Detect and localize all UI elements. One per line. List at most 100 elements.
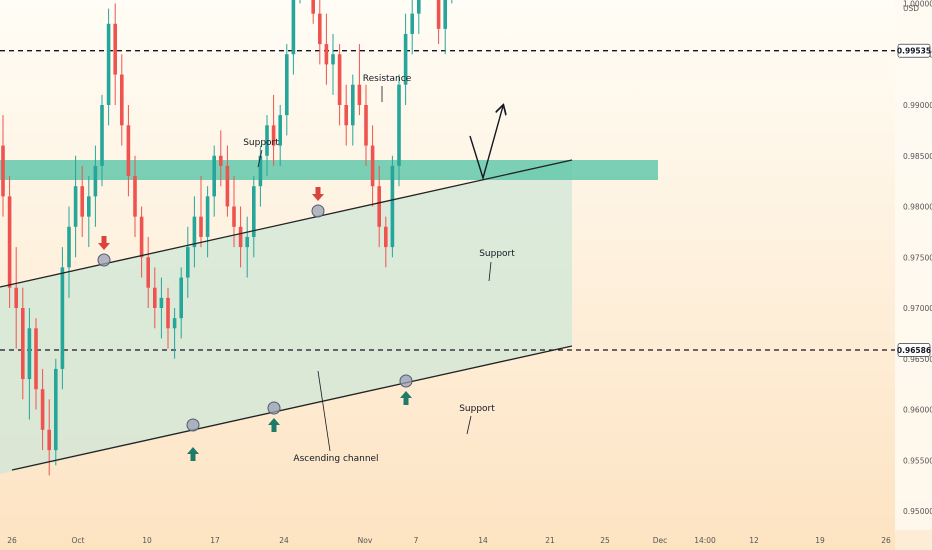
channel-area (0, 160, 572, 474)
time-tick-label: 24 (279, 536, 289, 545)
candle-body (357, 84, 362, 105)
candle (93, 145, 98, 227)
candle (54, 358, 58, 466)
candle (113, 3, 117, 105)
price-tick-label: 0.96000 (903, 406, 932, 415)
candle (179, 267, 183, 339)
price-tick-label: 0.99000 (903, 101, 932, 110)
time-axis[interactable]: 26 Oct 10 17 24 Nov 7 14 21 25 Dec 14:00 12 19 26 (0, 530, 932, 550)
candle (205, 186, 210, 258)
arrow-up-icon (400, 391, 412, 405)
candle-body (291, 0, 296, 55)
candle-body (370, 145, 375, 187)
candle (120, 54, 124, 146)
candle-body (60, 267, 65, 369)
arrow-up-icon (187, 447, 199, 461)
candle (410, 0, 414, 55)
price-tick-label: 0.98500 (903, 152, 932, 161)
candle (390, 155, 395, 258)
candle (159, 277, 164, 339)
candle-body (186, 247, 190, 278)
annotation-label: Support (459, 404, 495, 414)
candle (351, 74, 355, 146)
time-tick-label: 12 (749, 536, 759, 545)
candle (1, 115, 5, 217)
annotation-label: Ascending channel (293, 454, 378, 464)
candle (192, 196, 197, 268)
candle (252, 176, 256, 258)
candle (100, 94, 104, 187)
candle (397, 74, 401, 187)
candle-body (212, 155, 216, 197)
price-tick-label: 0.95000 (903, 507, 932, 516)
channel-lower-line (11, 345, 573, 471)
projection-path (469, 106, 503, 181)
candle (357, 44, 362, 116)
candle-body (27, 328, 32, 380)
candle (14, 247, 18, 349)
candle-body (139, 216, 144, 258)
candle (403, 13, 408, 105)
candle-body (73, 186, 78, 227)
time-tick-label: 10 (142, 536, 152, 545)
candle-body (364, 105, 368, 146)
annotation-label: Support (479, 249, 515, 259)
support-zone (0, 160, 658, 180)
candle-body (397, 84, 401, 166)
candle (133, 155, 137, 237)
candle (318, 0, 322, 65)
candle (212, 145, 216, 217)
candle-body (337, 54, 342, 105)
candle-body (93, 165, 98, 197)
candle-body (14, 287, 18, 308)
time-axis-bg (0, 530, 932, 550)
support-zone-band (0, 160, 658, 180)
candle (67, 206, 71, 298)
candle (186, 226, 190, 298)
candle-body (113, 23, 117, 75)
touch-point-marker (399, 374, 413, 388)
candle (21, 287, 25, 400)
price-tag-bg (897, 343, 931, 357)
candle (377, 165, 381, 248)
price-tick-label: 0.96500 (903, 355, 932, 364)
candle-body (106, 23, 111, 105)
candle (265, 115, 269, 177)
candle-body (351, 84, 355, 126)
time-tick-label: 26 (881, 536, 891, 545)
candle (34, 318, 38, 410)
arrow-down-icon (312, 187, 324, 201)
candle-body (219, 155, 223, 166)
candle (139, 206, 144, 278)
price-tick-label: 0.97500 (903, 253, 932, 262)
candle-body (120, 74, 124, 126)
candle-body (1, 145, 5, 197)
candle-body (384, 226, 388, 248)
candle-body (67, 226, 71, 268)
candle-body (192, 216, 197, 248)
candle (324, 13, 329, 85)
price-axis[interactable]: USD1.045001.040001.035001.030001.025001.… (895, 0, 932, 550)
annotation-pointer (257, 149, 263, 168)
candle (245, 216, 249, 278)
touch-point-marker (186, 418, 200, 432)
arrow-up-icon (268, 418, 280, 432)
candle-body (54, 368, 58, 451)
price-tag-label: 0.96586 (897, 346, 931, 355)
candle-body (159, 297, 164, 308)
candle (7, 176, 12, 308)
candle (311, 0, 315, 24)
candle (126, 105, 131, 197)
candle-body (21, 308, 25, 380)
candle-body (238, 226, 243, 248)
candle-body (232, 206, 236, 227)
touch-point-marker (311, 204, 325, 218)
candle-body (172, 318, 177, 329)
candle-body (166, 297, 170, 329)
time-tick-label: 21 (545, 536, 555, 545)
candle-body (271, 125, 276, 146)
candle-body (324, 44, 329, 65)
candle (344, 84, 348, 146)
annotation-pointer (466, 415, 472, 435)
